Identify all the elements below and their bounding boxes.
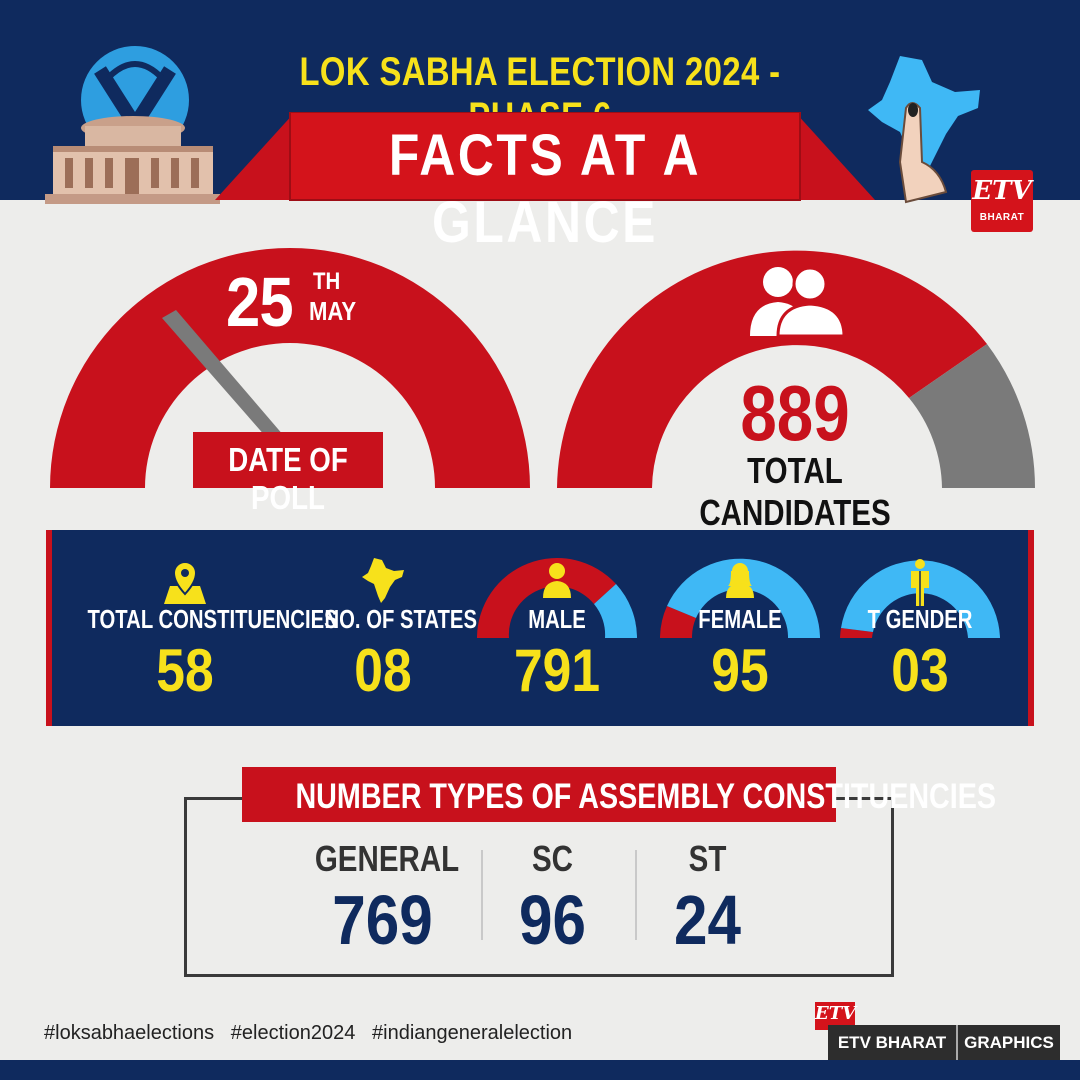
etv-bharat-logo: ETV BHARAT <box>971 170 1033 232</box>
tgender-label: T GENDER <box>857 604 983 635</box>
logo-subtext: BHARAT <box>971 212 1033 223</box>
date-label-box: DATE OF POLL <box>193 432 383 488</box>
brand-box: ETV BHARAT GRAPHICS <box>828 1025 1060 1060</box>
female-value: 95 <box>670 636 809 705</box>
male-label: MALE <box>494 604 620 635</box>
stats-panel: TOTAL CONSTITUENCIES 58 NO. OF STATES 08… <box>46 530 1034 726</box>
banner-title: FACTS AT A GLANCE <box>326 122 765 256</box>
india-map-icon <box>360 556 406 604</box>
small-logo-text: ETV <box>815 1003 855 1024</box>
states-value: 08 <box>319 636 448 705</box>
date-of-poll-label: DATE OF POLL <box>208 441 368 517</box>
constituencies-value: 58 <box>78 636 293 705</box>
stat-states: NO. OF STATES 08 <box>308 530 458 726</box>
transgender-icon <box>907 558 933 606</box>
total-candidates-label: TOTAL CANDIDATES <box>668 450 922 534</box>
general-label: GENERAL <box>315 838 450 880</box>
divider <box>635 850 637 940</box>
tgender-value: 03 <box>850 636 989 705</box>
stat-male: MALE 791 <box>476 530 638 726</box>
divider <box>481 850 483 940</box>
logo-text: ETV <box>971 176 1033 206</box>
brand-name: ETV BHARAT <box>828 1025 956 1060</box>
panel-edge-left <box>46 530 52 726</box>
sc-label: SC <box>501 838 604 880</box>
poll-day-suffix: TH <box>313 268 340 296</box>
st-value: 24 <box>654 880 762 960</box>
stat-female: FEMALE 95 <box>659 530 821 726</box>
stat-constituencies: TOTAL CONSTITUENCIES 58 <box>60 530 310 726</box>
footer-bar <box>0 1060 1080 1080</box>
assembly-title-box: NUMBER TYPES OF ASSEMBLY CONSTITUENCIES <box>242 767 836 822</box>
poll-month: MAY <box>309 296 356 327</box>
female-label: FEMALE <box>677 604 803 635</box>
map-pin-icon <box>160 560 210 604</box>
st-label: ST <box>656 838 759 880</box>
states-label: NO. OF STATES <box>325 604 442 635</box>
people-icon <box>748 262 846 338</box>
poll-day: 25 <box>226 262 293 342</box>
male-value: 791 <box>487 636 626 705</box>
panel-edge-right <box>1028 530 1034 726</box>
total-candidates-value: 889 <box>698 368 891 459</box>
female-icon <box>725 562 755 598</box>
general-value: 769 <box>312 880 454 960</box>
stat-tgender: T GENDER 03 <box>839 530 1001 726</box>
assembly-title: NUMBER TYPES OF ASSEMBLY CONSTITUENCIES <box>295 777 782 817</box>
male-icon <box>542 562 572 598</box>
sc-value: 96 <box>499 880 607 960</box>
header: LOK SABHA ELECTION 2024 - PHASE 6 FACTS … <box>0 0 1080 200</box>
hashtags: #loksabhaelections #election2024 #indian… <box>44 1022 572 1045</box>
brand-section: GRAPHICS <box>958 1025 1060 1060</box>
constituencies-label: TOTAL CONSTITUENCIES <box>88 604 283 635</box>
parliament-building-icon <box>45 98 220 206</box>
